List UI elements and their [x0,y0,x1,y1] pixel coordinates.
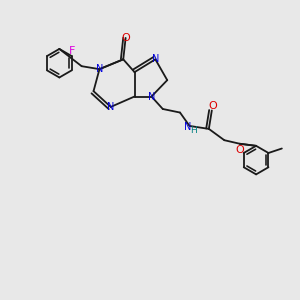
Text: O: O [121,33,130,43]
Text: N: N [107,103,115,112]
Text: O: O [236,145,244,155]
Text: N: N [184,122,191,131]
Text: N: N [96,64,103,74]
Text: H: H [190,126,197,135]
Text: N: N [152,54,159,64]
Text: F: F [69,46,76,56]
Text: N: N [148,92,155,101]
Text: O: O [208,101,217,111]
